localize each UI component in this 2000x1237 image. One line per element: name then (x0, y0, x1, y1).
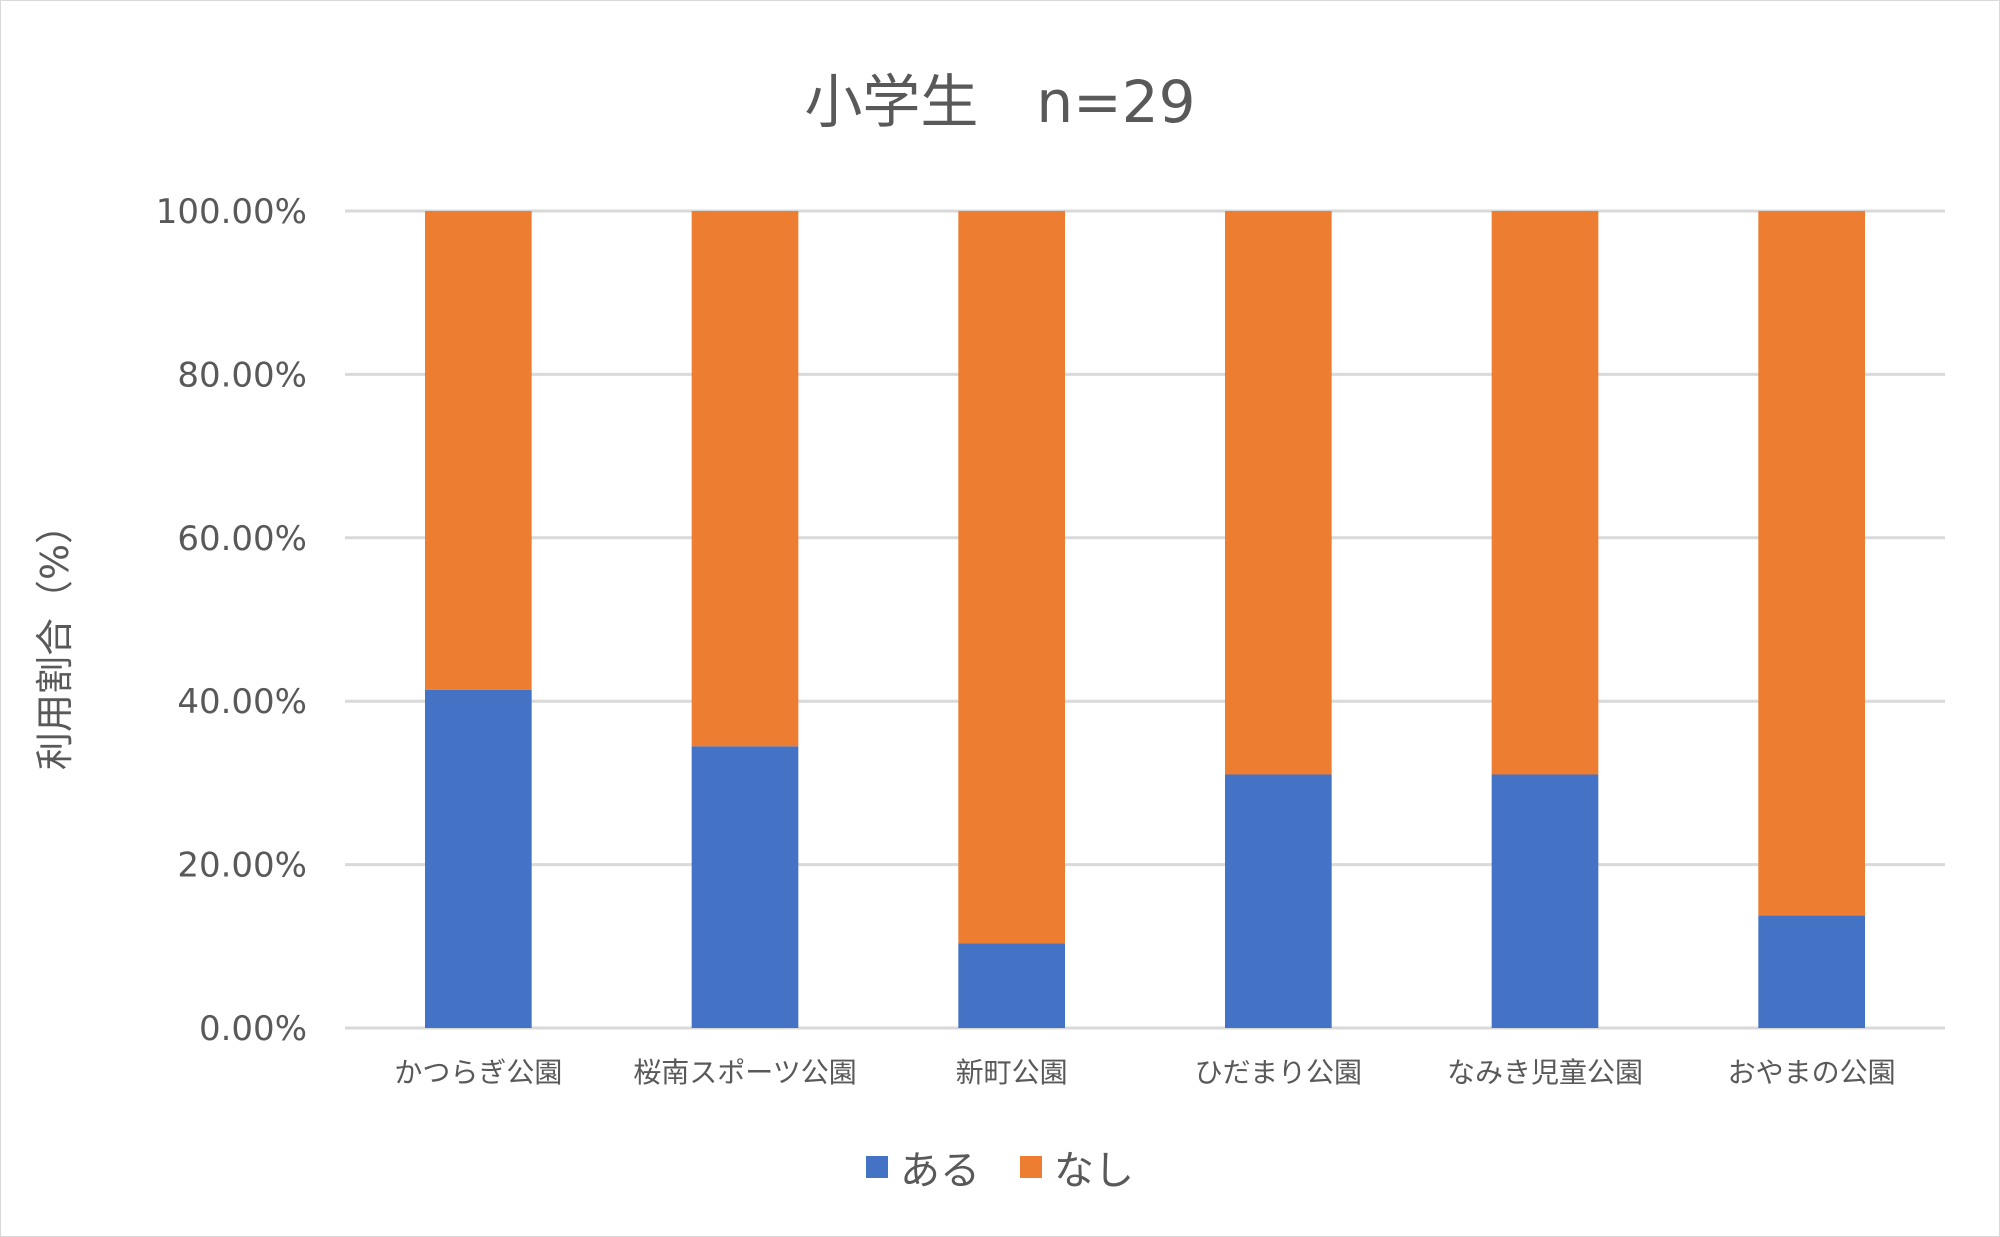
bar-segment-nashi (1225, 211, 1332, 775)
y-tick-label: 80.00% (177, 355, 307, 395)
x-tick-label: 新町公園 (956, 1056, 1068, 1089)
legend-item-aru: ある (866, 1138, 980, 1196)
bar-segment-nashi (1758, 211, 1865, 916)
x-tick-label: なみき児童公園 (1447, 1056, 1643, 1089)
y-tick-label: 60.00% (177, 519, 307, 559)
x-tick-label: ひだまり公園 (1195, 1056, 1362, 1089)
bar-segment-aru (1491, 774, 1599, 1028)
bar-segment-aru (1758, 915, 1865, 1028)
x-tick-label: おやまの公園 (1728, 1056, 1896, 1089)
legend-item-nashi: なし (1020, 1138, 1134, 1196)
bar-segment-nashi (691, 211, 799, 747)
legend-swatch-aru (866, 1156, 888, 1178)
legend-label-nashi: なし (1054, 1148, 1134, 1194)
y-tick-label: 40.00% (177, 682, 307, 722)
y-tick-label: 20.00% (177, 846, 307, 886)
bar-segment-nashi (1491, 211, 1599, 775)
y-tick-label: 100.00% (156, 192, 307, 232)
legend: ある なし (0, 1138, 2000, 1196)
bar-segment-aru (1225, 774, 1332, 1028)
bar-segment-nashi (425, 211, 532, 690)
x-tick-label: かつらぎ公園 (394, 1056, 562, 1089)
legend-label-aru: ある (900, 1148, 980, 1194)
bar-segment-aru (691, 746, 799, 1028)
bar-segment-nashi (958, 211, 1065, 944)
chart-title: 小学生 n=29 (804, 68, 1196, 136)
y-tick-label: 0.00% (199, 1009, 307, 1049)
legend-swatch-nashi (1020, 1156, 1042, 1178)
x-tick-label: 桜南スポーツ公園 (633, 1056, 856, 1089)
bar-segment-aru (425, 689, 532, 1028)
bar-segment-aru (958, 943, 1065, 1028)
